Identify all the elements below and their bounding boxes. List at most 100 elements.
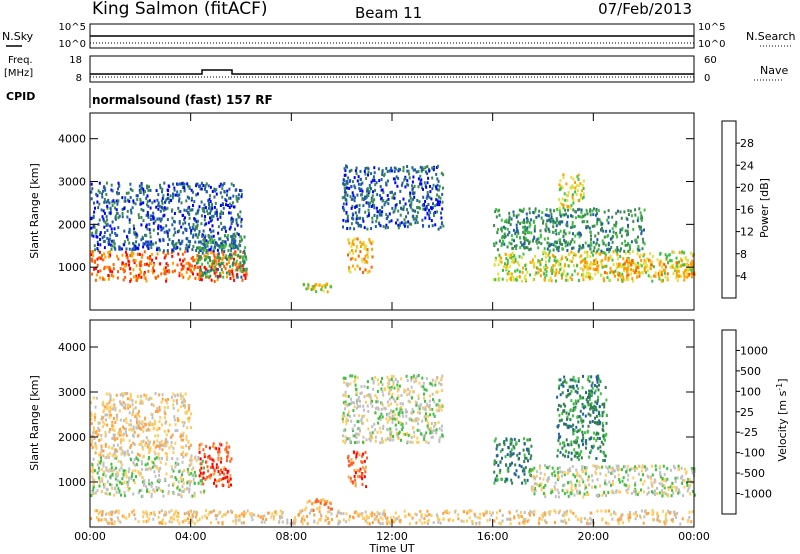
scatter-cell (226, 477, 229, 481)
scatter-cell (515, 226, 518, 230)
scatter-cell (539, 233, 542, 237)
scatter-cell (327, 506, 330, 510)
scatter-cell (611, 466, 614, 470)
scatter-cell (116, 474, 119, 478)
scatter-cell (501, 456, 503, 460)
scatter-cell (204, 271, 206, 275)
scatter-cell (441, 389, 443, 393)
scatter-cell (219, 274, 222, 278)
scatter-cell (227, 269, 230, 273)
scatter-cell (105, 200, 108, 204)
scatter-cell (188, 416, 191, 420)
scatter-cell (585, 466, 588, 470)
scatter-cell (589, 208, 592, 212)
scatter-cell (407, 183, 410, 187)
scatter-cell (418, 381, 421, 385)
scatter-cell (628, 263, 631, 267)
scatter-cell (350, 462, 353, 466)
scatter-cell (356, 401, 358, 405)
scatter-cell (345, 164, 348, 168)
scatter-cell (133, 261, 136, 265)
scatter-cell (312, 285, 315, 288)
scatter-cell (185, 243, 188, 247)
scatter-cell (174, 423, 177, 427)
scatter-cell (419, 404, 422, 408)
scatter-cell (493, 242, 496, 246)
scatter-cell (615, 220, 618, 224)
scatter-cell (420, 384, 423, 388)
scatter-cell (662, 464, 665, 468)
scatter-cell (554, 487, 556, 491)
scatter-cell (210, 235, 213, 239)
scatter-cell (182, 431, 185, 435)
scatter-cell (226, 189, 229, 193)
scatter-cell (104, 491, 107, 495)
scatter-cell (231, 268, 234, 272)
scatter-cell (95, 444, 98, 448)
scatter-cell (622, 278, 625, 282)
scatter-cell (346, 217, 349, 221)
scatter-cell (200, 442, 203, 446)
scatter-cell (422, 168, 425, 171)
scatter-cell (114, 217, 117, 221)
scatter-cell (559, 404, 562, 408)
scatter-cell (598, 466, 601, 470)
scatter-cell (523, 239, 526, 243)
scatter-cell (140, 427, 143, 431)
scatter-cell (147, 241, 150, 244)
scatter-cell (619, 249, 622, 253)
scatter-cell (152, 266, 155, 270)
scatter-cell (356, 441, 358, 444)
scatter-cell (316, 507, 319, 511)
scatter-cell (222, 467, 225, 471)
scatter-cell (227, 249, 230, 253)
scatter-cell (355, 452, 358, 456)
scatter-cell (110, 483, 113, 487)
scatter-cell (205, 444, 208, 448)
scatter-cell (358, 223, 361, 227)
scatter-cell (431, 430, 434, 434)
scatter-cell (536, 241, 539, 245)
scatter-cell (122, 469, 125, 473)
scatter-cell (362, 408, 365, 412)
scatter-cell (151, 269, 154, 273)
scatter-cell (221, 183, 224, 187)
scatter-cell (399, 407, 402, 411)
scatter-cell (209, 211, 211, 215)
scatter-cell (417, 177, 420, 181)
scatter-cell (603, 251, 606, 255)
scatter-cell (174, 476, 177, 479)
scatter-cell (184, 411, 187, 415)
scatter-cell (107, 274, 110, 277)
scatter-cell (184, 453, 187, 457)
scatter-cell (405, 215, 408, 219)
scatter-cell (569, 206, 572, 210)
scatter-cell (344, 400, 347, 404)
scatter-cell (148, 451, 151, 454)
scatter-cell (596, 268, 599, 272)
scatter-cell (143, 275, 146, 279)
scatter-cell (211, 263, 214, 267)
scatter-cell (412, 191, 414, 195)
scatter-cell (106, 206, 109, 210)
scatter-cell (112, 263, 115, 267)
scatter-cell (124, 250, 127, 254)
scatter-cell (157, 434, 159, 438)
scatter-cell (108, 392, 111, 396)
scatter-cell (239, 264, 242, 268)
scatter-cell (207, 240, 210, 244)
scatter-cell (351, 197, 354, 201)
scatter-cell (357, 216, 360, 220)
scatter-cell (512, 213, 515, 217)
scatter-cell (398, 384, 401, 388)
scatter-cell (511, 481, 514, 485)
scatter-cell (583, 220, 586, 223)
scatter-cell (153, 450, 156, 454)
scatter-cell (593, 268, 596, 272)
scatter-cell (360, 475, 363, 479)
scatter-cell (643, 266, 646, 270)
scatter-cell (385, 181, 387, 185)
scatter-cell (172, 392, 175, 396)
scatter-cell (439, 382, 442, 386)
scatter-cell (187, 261, 190, 265)
